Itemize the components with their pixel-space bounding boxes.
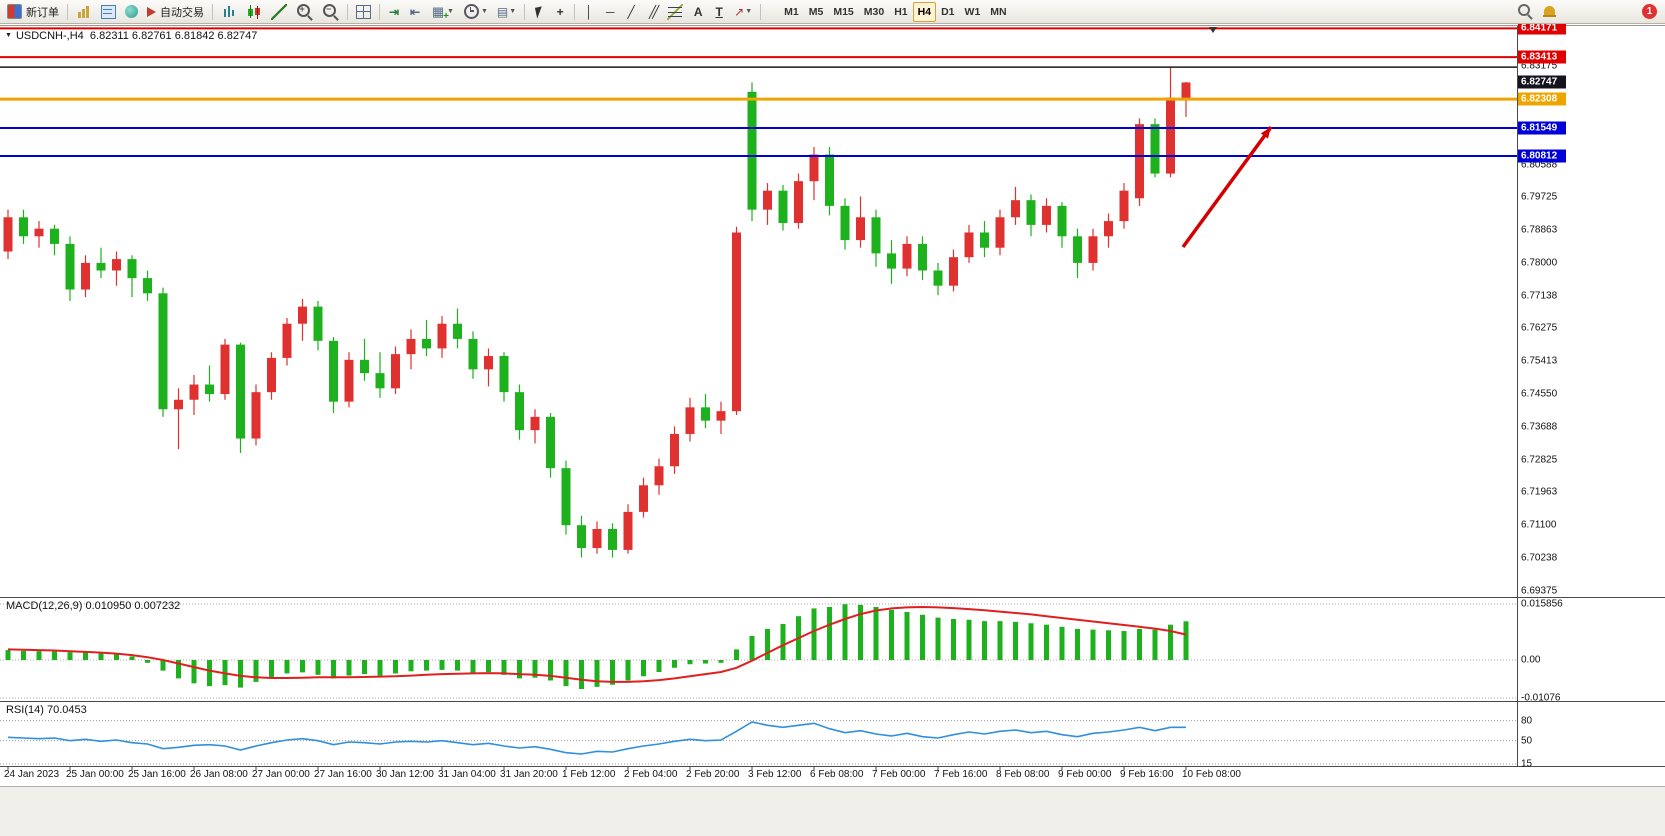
new-chart-icon: ▦ + <box>431 3 449 22</box>
market-watch-icon <box>76 3 92 20</box>
timeframe-M15[interactable]: M15 <box>833 5 854 18</box>
notification-badge[interactable]: 1 <box>1642 4 1657 19</box>
timeframe-M5[interactable]: M5 <box>808 5 824 18</box>
periods-clock-icon <box>463 4 479 19</box>
candlestick-button[interactable] <box>242 2 266 22</box>
toolbar-separator <box>67 3 68 20</box>
dropdown-caret-icon: ▼ <box>745 8 753 15</box>
arrows-button[interactable]: ↗ ▼ <box>730 2 756 22</box>
cursor-icon <box>534 6 544 19</box>
text-label-button[interactable]: T <box>709 2 729 22</box>
chart-shift-marker <box>1209 27 1217 33</box>
chart-frame <box>0 25 1665 770</box>
vertical-line-icon: │ <box>585 4 593 19</box>
autotrade-label: 自动交易 <box>160 6 204 19</box>
timeframe-H1[interactable]: H1 <box>894 5 908 18</box>
new-chart-button[interactable]: ▦ + ▼ <box>426 2 458 22</box>
chart-shift-button[interactable]: ⇤ <box>405 2 425 22</box>
line-chart-icon <box>271 3 287 20</box>
new-order-label: 新订单 <box>26 6 59 19</box>
equidistant-channel-icon: ╱╱ <box>648 4 660 19</box>
window-bottom-strip <box>0 786 1665 836</box>
text-icon: A <box>693 4 703 19</box>
notifications-bell-icon <box>1543 6 1556 17</box>
autotrade-button[interactable]: 自动交易 <box>143 2 208 22</box>
data-window-icon <box>101 4 116 19</box>
templates-button[interactable]: ▤ ▼ <box>493 2 520 22</box>
toolbar-separator <box>212 3 213 20</box>
timeframe-M30[interactable]: M30 <box>863 5 885 18</box>
rsi-panel <box>7 721 1186 755</box>
channel-button[interactable]: ╱╱ <box>642 2 662 22</box>
dropdown-caret-icon: ▼ <box>480 8 488 15</box>
cursor-button[interactable] <box>529 2 549 22</box>
trendline-icon: ╱ <box>627 4 635 19</box>
timeframe-D1[interactable]: D1 <box>941 5 955 18</box>
macd-signal-line <box>7 605 1187 683</box>
horizontal-line-icon: ─ <box>605 4 615 19</box>
trend-arrow-object[interactable] <box>1181 125 1273 249</box>
timeframe-H4[interactable]: H4 <box>912 1 937 22</box>
indicator-gridlines <box>0 603 1517 765</box>
new-order-button[interactable]: 新订单 <box>3 2 63 22</box>
text-button[interactable]: A <box>688 2 708 22</box>
market-watch-button[interactable] <box>72 2 96 22</box>
price-level-lines[interactable] <box>0 27 1517 158</box>
navigator-icon <box>125 5 138 18</box>
templates-icon: ▤ <box>496 4 509 19</box>
timeframe-W1[interactable]: W1 <box>964 5 981 18</box>
zoom-in-icon <box>297 4 310 17</box>
toolbar-separator <box>347 3 348 20</box>
fibonacci-button[interactable] <box>663 2 687 22</box>
fibonacci-icon <box>667 3 684 20</box>
zoom-out-button[interactable] <box>318 2 343 22</box>
trendline-button[interactable]: ╱ <box>621 2 641 22</box>
arrows-icon: ↗ <box>734 4 745 19</box>
vertical-line-button[interactable]: │ <box>579 2 599 22</box>
toolbar-separator <box>379 3 380 20</box>
auto-scroll-button[interactable]: ⇥ <box>384 2 404 22</box>
autotrade-play-icon <box>147 6 156 17</box>
navigator-button[interactable] <box>121 2 142 22</box>
new-order-icon <box>7 4 22 19</box>
periods-button[interactable]: ▼ <box>459 2 492 22</box>
candlestick-icon <box>246 3 262 20</box>
timeframe-M1[interactable]: M1 <box>784 5 799 18</box>
horizontal-line-button[interactable]: ─ <box>600 2 620 22</box>
toolbar-separator <box>524 3 526 20</box>
timeframe-MN[interactable]: MN <box>990 5 1007 18</box>
dropdown-caret-icon: ▼ <box>509 8 517 15</box>
notifications-button[interactable] <box>1543 4 1556 17</box>
zoom-out-icon <box>323 4 336 17</box>
search-button[interactable] <box>1518 4 1530 16</box>
chart-shift-icon: ⇤ <box>409 4 421 19</box>
macd-panel <box>5 604 1189 689</box>
ohlc-bars-icon <box>221 3 237 20</box>
tile-windows-button[interactable] <box>352 2 375 22</box>
search-icon <box>1518 4 1530 16</box>
toolbar-separator <box>574 3 576 20</box>
ohlc-bars-button[interactable] <box>217 2 241 22</box>
line-chart-button[interactable] <box>267 2 291 22</box>
toolbar-separator <box>760 3 762 20</box>
crosshair-icon: + <box>556 4 564 19</box>
crosshair-button[interactable]: + <box>550 2 570 22</box>
rsi-line <box>7 721 1186 755</box>
tile-windows-icon <box>356 4 371 19</box>
timeframe-group: M1 M5 M15 M30 H1 H4 D1 W1 MN <box>779 1 1011 22</box>
candlesticks <box>3 67 1191 558</box>
dropdown-caret-icon: ▼ <box>447 8 454 15</box>
auto-scroll-icon: ⇥ <box>388 4 400 19</box>
text-label-icon: T <box>715 4 723 19</box>
notification-count: 1 <box>1642 4 1657 19</box>
data-window-button[interactable] <box>97 2 120 22</box>
toolbar: 新订单 自动交易 ⇥ ⇤ ▦+▼ ▼ ▤▼ + │ ─ ╱ ╱╱ A T ↗▼ … <box>0 0 1665 24</box>
zoom-in-button[interactable] <box>292 2 317 22</box>
